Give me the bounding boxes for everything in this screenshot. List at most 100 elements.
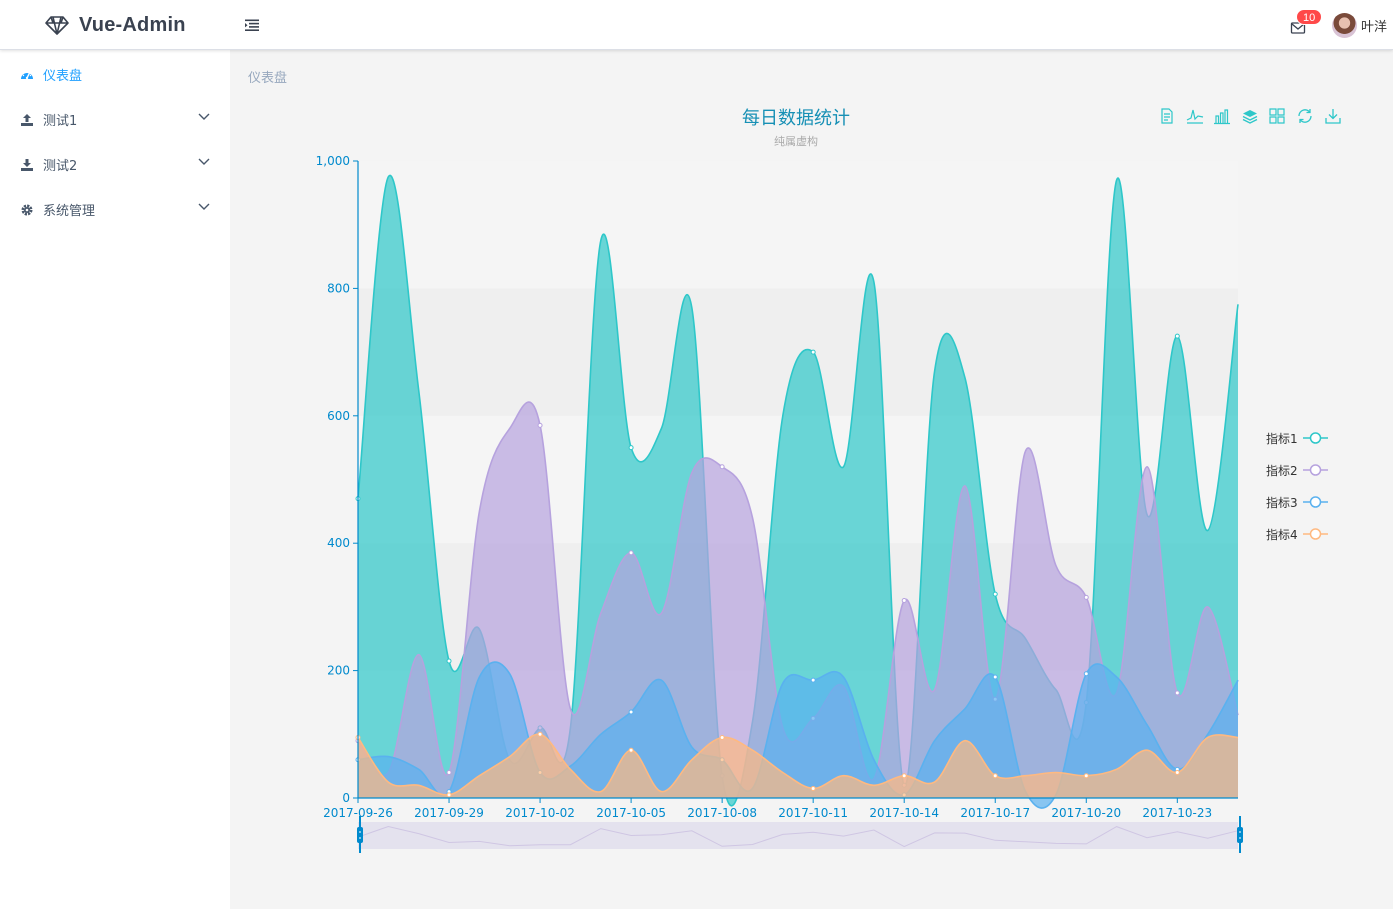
save-image-icon [1324,109,1341,124]
line-chart-button[interactable] [1186,107,1204,125]
data-point [446,770,452,776]
y-tick-label: 200 [327,664,350,678]
user-area: 10 叶洋 [1290,9,1387,40]
data-point [628,747,634,753]
series-area [358,402,1238,798]
chevron-down-icon [198,203,210,210]
breadcrumb[interactable]: 仪表盘 [248,71,288,86]
zoom-handle-grip [357,827,363,843]
data-point [810,349,816,355]
sidebar-item-label: 测试2 [43,159,78,174]
sidebar-item-label: 仪表盘 [43,69,83,84]
data-point [1174,690,1180,696]
bar-chart-button[interactable] [1213,107,1231,125]
restore-button[interactable] [1296,107,1314,125]
data-point [901,598,907,604]
data-point [628,709,634,715]
x-tick-label: 2017-10-11 [778,806,848,820]
series-3 [355,661,1239,809]
y-tick-label: 600 [327,409,350,423]
data-point [628,445,634,451]
tiled-icon [1269,108,1285,124]
data-point [992,696,998,702]
sidebar-item-dashboard[interactable]: 仪表盘 [0,52,230,97]
x-tick-label: 2017-10-05 [596,806,666,820]
sidebar-item-system[interactable]: 系统管理 [0,187,230,232]
gear-icon [21,204,33,215]
series-4 [355,731,1239,798]
brand-title: Vue-Admin [79,13,186,36]
upload-icon [21,113,33,126]
data-point [810,677,816,683]
grid-band [358,543,1238,671]
chart-legend: 指标1 指标2 指标3 指标4 [1266,422,1328,550]
tiled-button[interactable] [1268,107,1286,125]
stack-icon [1242,110,1258,124]
sidebar-item-label: 测试1 [43,114,78,129]
data-point [901,773,907,779]
data-point [446,658,452,664]
zoom-slider-preview [357,825,1239,848]
chevron-down-icon [198,113,210,120]
legend-series-3[interactable]: 指标3 [1266,486,1328,518]
data-view-button[interactable] [1158,107,1176,125]
grid-band [358,415,1238,544]
legend-label: 指标4 [1266,527,1298,542]
series-line [357,733,1239,796]
brand-logo[interactable]: Vue-Admin [44,12,186,38]
restore-icon [1298,109,1312,123]
legend-marker-icon [1302,432,1328,444]
data-view-icon [1161,108,1173,124]
series-line [357,661,1239,809]
username[interactable]: 叶洋 [1360,19,1387,35]
data-point [1083,594,1089,600]
mail-button[interactable]: 10 [1290,9,1323,36]
y-tick-label: 400 [327,536,350,550]
legend-marker-icon [1302,528,1328,540]
chevron-down-icon [198,158,210,165]
legend-marker-icon [1302,464,1328,476]
legend-series-2[interactable]: 指标2 [1266,454,1328,486]
data-point [901,792,907,798]
data-point [992,674,998,680]
zoom-handle-left[interactable] [357,816,363,853]
zoom-slider-track [358,822,1238,849]
stack-button[interactable] [1241,107,1259,125]
data-point [628,550,634,556]
data-point [355,757,361,763]
menu-toggle-icon[interactable] [244,17,260,33]
chart-title: 每日数据统计 [742,108,850,129]
data-point [446,789,452,795]
series-area [358,175,1238,806]
save-image-button[interactable] [1324,107,1342,125]
legend-series-4[interactable]: 指标4 [1266,518,1328,550]
series-line [357,174,1239,807]
bar-chart-icon [1214,109,1231,125]
data-point [719,464,725,470]
download-icon [21,158,33,171]
zoom-handle-right[interactable] [1237,816,1243,853]
avatar[interactable] [1331,12,1357,38]
data-point [1083,773,1089,779]
legend-series-1[interactable]: 指标1 [1266,422,1328,454]
sidebar-item-label: 系统管理 [43,204,96,219]
sidebar-item-test2[interactable]: 测试2 [0,142,230,187]
mail-badge: 10 [1295,9,1323,25]
series-2 [355,401,1239,798]
data-point [355,734,361,740]
data-point [446,792,452,798]
data-point [719,757,725,763]
data-point [992,591,998,597]
data-point [810,785,816,791]
data-point [537,725,543,731]
y-tick-label: 800 [327,281,350,295]
y-tick-label: 1,000 [316,154,350,168]
x-tick-label: 2017-10-14 [869,806,939,820]
x-tick-label: 2017-10-02 [505,806,575,820]
grid-band [358,288,1238,416]
x-tick-label: 2017-10-17 [960,806,1030,820]
x-tick-label: 2017-09-29 [414,806,484,820]
data-point [1174,770,1180,776]
data-point [1174,766,1180,772]
sidebar-item-test1[interactable]: 测试1 [0,97,230,142]
